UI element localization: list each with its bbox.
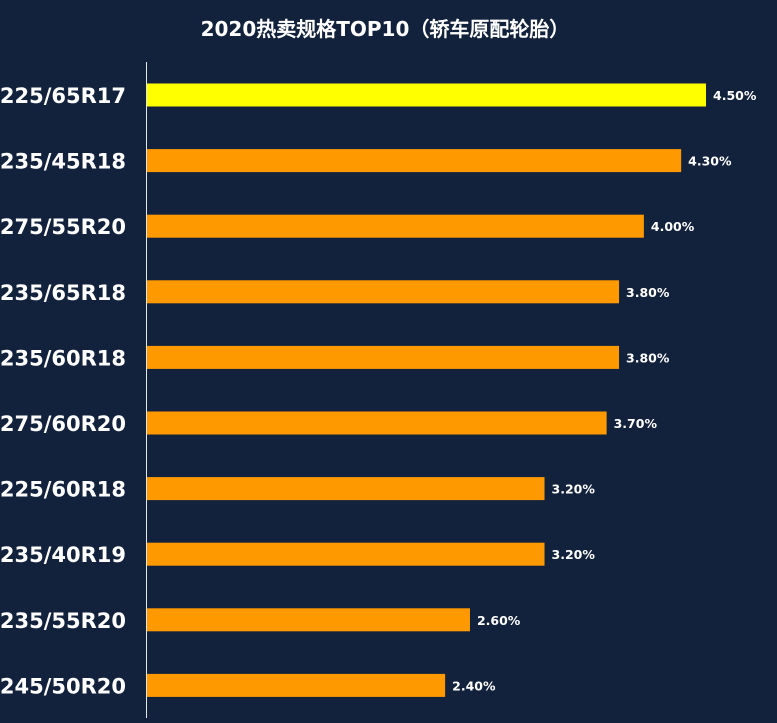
value-label: 4.00% bbox=[651, 219, 695, 234]
bar bbox=[147, 608, 470, 632]
category-label: 225/60R18 bbox=[0, 478, 126, 502]
bar bbox=[147, 411, 607, 435]
category-label: 235/40R19 bbox=[0, 543, 126, 567]
category-label: 275/55R20 bbox=[0, 215, 126, 239]
bar bbox=[147, 280, 620, 304]
value-label: 3.20% bbox=[552, 547, 596, 562]
bars-group: 225/65R17 4.50% 235/45R18 4.30% 275/55R20 4.0… bbox=[0, 83, 757, 698]
bar bbox=[147, 477, 545, 501]
bar bbox=[147, 542, 545, 566]
value-label: 4.50% bbox=[713, 88, 757, 103]
bar bbox=[147, 345, 620, 369]
category-label: 245/50R20 bbox=[0, 674, 126, 698]
category-label: 235/60R18 bbox=[0, 346, 126, 370]
value-label: 2.40% bbox=[452, 678, 496, 693]
bar bbox=[147, 83, 706, 107]
category-label: 235/65R18 bbox=[0, 281, 126, 305]
category-label: 275/60R20 bbox=[0, 412, 126, 436]
category-label: 225/65R17 bbox=[0, 84, 126, 108]
bar bbox=[147, 673, 446, 697]
bar bbox=[147, 149, 682, 173]
value-label: 3.70% bbox=[614, 416, 658, 431]
value-label: 3.80% bbox=[626, 285, 670, 300]
value-label: 2.60% bbox=[477, 613, 521, 628]
value-label: 3.20% bbox=[552, 482, 596, 497]
category-label: 235/45R18 bbox=[0, 150, 126, 174]
value-label: 3.80% bbox=[626, 350, 670, 365]
chart-title: 2020热卖规格TOP10（轿车原配轮胎） bbox=[201, 17, 570, 41]
value-label: 4.30% bbox=[688, 154, 732, 169]
bar bbox=[147, 214, 644, 238]
category-label: 235/55R20 bbox=[0, 609, 126, 633]
